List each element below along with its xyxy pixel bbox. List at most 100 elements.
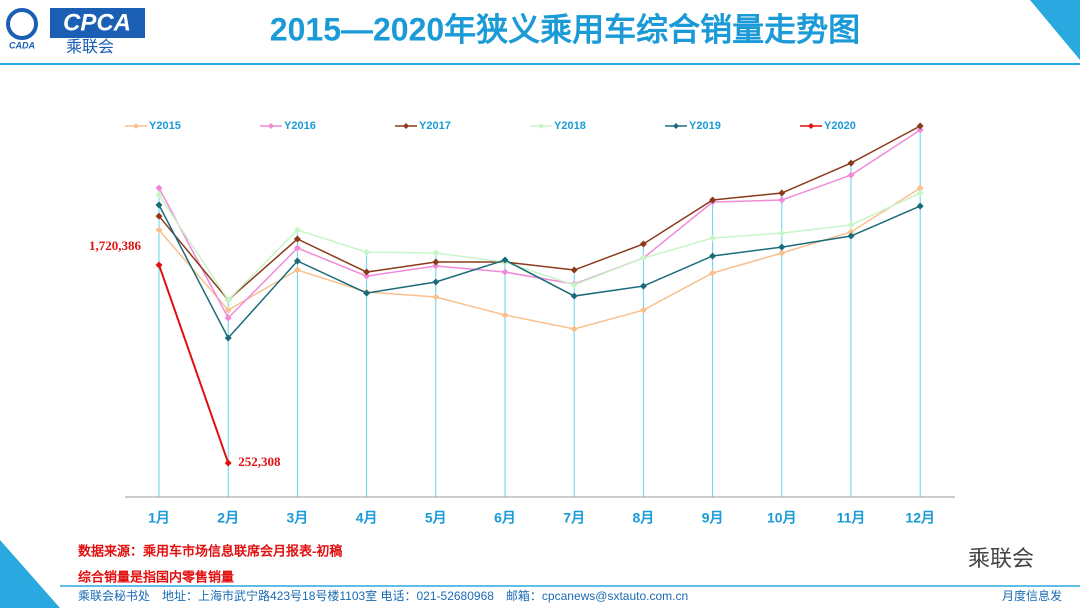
logo-box [50,8,145,38]
series-line [158,192,921,302]
point [570,325,578,333]
logo-cn: 乘联会 [66,38,114,56]
point [778,196,786,204]
legend-label: Y2020 [824,120,856,132]
point [293,257,301,265]
legend-marker [808,123,814,129]
point [363,248,371,256]
point [155,212,163,220]
x-tick-label: 1月 [148,510,170,526]
legend-label: Y2019 [689,120,721,132]
point [293,266,301,274]
point [570,292,578,300]
point [709,269,717,277]
series-line [158,187,921,330]
point [432,258,440,266]
point [224,296,232,304]
point [778,249,786,257]
x-tick-label: 4月 [356,510,378,526]
point [363,268,371,276]
legend-label: Y2017 [419,120,451,132]
point [916,189,924,197]
legend-marker [538,123,544,129]
data-label: 1,720,386 [89,238,142,253]
point [916,184,924,192]
point [639,282,647,290]
logo-icon [6,8,38,40]
x-tick-label: 7月 [563,510,585,526]
point [155,201,163,209]
legend-label: Y2018 [554,120,586,132]
point [155,226,163,234]
x-tick-label: 6月 [494,510,516,526]
point [501,311,509,319]
logo-small: CADA [9,40,35,50]
chart-title: 2015—2020年狭义乘用车综合销量走势图 [270,11,860,47]
point [155,184,163,192]
corner-tr [1030,0,1080,60]
point [155,261,163,269]
point [709,252,717,260]
point [432,278,440,286]
point [501,256,509,264]
point [916,202,924,210]
point [847,228,855,236]
point [432,262,440,270]
x-tick-label: 10月 [767,510,797,526]
point [847,221,855,229]
point [570,266,578,274]
point [709,234,717,242]
point [916,126,924,134]
point [293,244,301,252]
point [293,226,301,234]
point [778,229,786,237]
point [639,306,647,314]
point [847,171,855,179]
legend-label: Y2015 [149,120,181,132]
watermark: 乘联会 [968,546,1034,571]
point [778,189,786,197]
x-tick-label: 11月 [837,510,866,526]
legend-marker [133,123,139,129]
point [432,249,440,257]
point [709,196,717,204]
point [224,334,232,342]
point [570,281,578,289]
series-line [158,204,921,340]
point [847,159,855,167]
x-tick-label: 3月 [287,510,309,526]
plot: 1月 2月 3月 4月 5月 6月 7月 8月 9月 10月 11月 12月 Y2015 Y2016 Y20… [89,120,955,526]
legend-label: Y2016 [284,120,316,132]
logo: CPCA [63,9,131,36]
point [363,289,371,297]
note: 综合销量是指国内零售销量 [78,569,234,584]
point [363,272,371,280]
point [639,240,647,248]
series-line [158,125,921,302]
point [501,268,509,276]
corner-bl [0,540,60,608]
x-tick-label: 9月 [702,510,724,526]
point [778,243,786,251]
point [916,122,924,130]
point [293,235,301,243]
footer-right: 月度信息发 [1002,588,1062,603]
point [224,306,232,314]
point [639,254,647,262]
legend-marker [403,123,409,129]
x-tick-label: 2月 [217,510,239,526]
legend-marker [673,123,679,129]
point [847,232,855,240]
point [224,314,232,322]
point [432,293,440,301]
note: 数据来源：乘用车市场信息联席会月报表-初稿 [78,543,342,558]
footer-address: 乘联会秘书处 地址：上海市武宁路423号18号楼1103室 电话：021-526… [78,588,688,603]
data-label: 252,308 [238,454,281,469]
series-line [158,264,230,464]
point [155,191,163,199]
x-tick-label: 5月 [425,510,447,526]
legend-marker [268,123,274,129]
x-tick-label: 12月 [905,510,935,526]
